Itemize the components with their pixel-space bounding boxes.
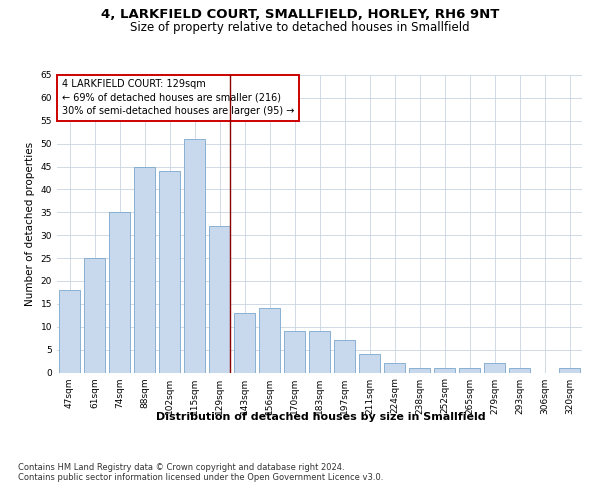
Text: Contains HM Land Registry data © Crown copyright and database right 2024.: Contains HM Land Registry data © Crown c… xyxy=(18,462,344,471)
Text: Distribution of detached houses by size in Smallfield: Distribution of detached houses by size … xyxy=(156,412,486,422)
Bar xyxy=(134,166,155,372)
Text: 4 LARKFIELD COURT: 129sqm
← 69% of detached houses are smaller (216)
30% of semi: 4 LARKFIELD COURT: 129sqm ← 69% of detac… xyxy=(62,80,295,116)
Bar xyxy=(234,313,255,372)
Bar xyxy=(284,332,305,372)
Text: Size of property relative to detached houses in Smallfield: Size of property relative to detached ho… xyxy=(130,22,470,35)
Text: 4, LARKFIELD COURT, SMALLFIELD, HORLEY, RH6 9NT: 4, LARKFIELD COURT, SMALLFIELD, HORLEY, … xyxy=(101,8,499,20)
Bar xyxy=(484,364,505,372)
Bar xyxy=(409,368,430,372)
Text: Contains public sector information licensed under the Open Government Licence v3: Contains public sector information licen… xyxy=(18,472,383,482)
Bar xyxy=(434,368,455,372)
Bar xyxy=(309,332,330,372)
Bar xyxy=(209,226,230,372)
Bar xyxy=(84,258,105,372)
Bar xyxy=(359,354,380,372)
Bar xyxy=(559,368,580,372)
Bar xyxy=(509,368,530,372)
Bar xyxy=(159,171,180,372)
Bar xyxy=(184,139,205,372)
Bar xyxy=(459,368,480,372)
Bar xyxy=(109,212,130,372)
Bar xyxy=(334,340,355,372)
Bar xyxy=(59,290,80,372)
Bar xyxy=(259,308,280,372)
Y-axis label: Number of detached properties: Number of detached properties xyxy=(25,142,35,306)
Bar xyxy=(384,364,405,372)
